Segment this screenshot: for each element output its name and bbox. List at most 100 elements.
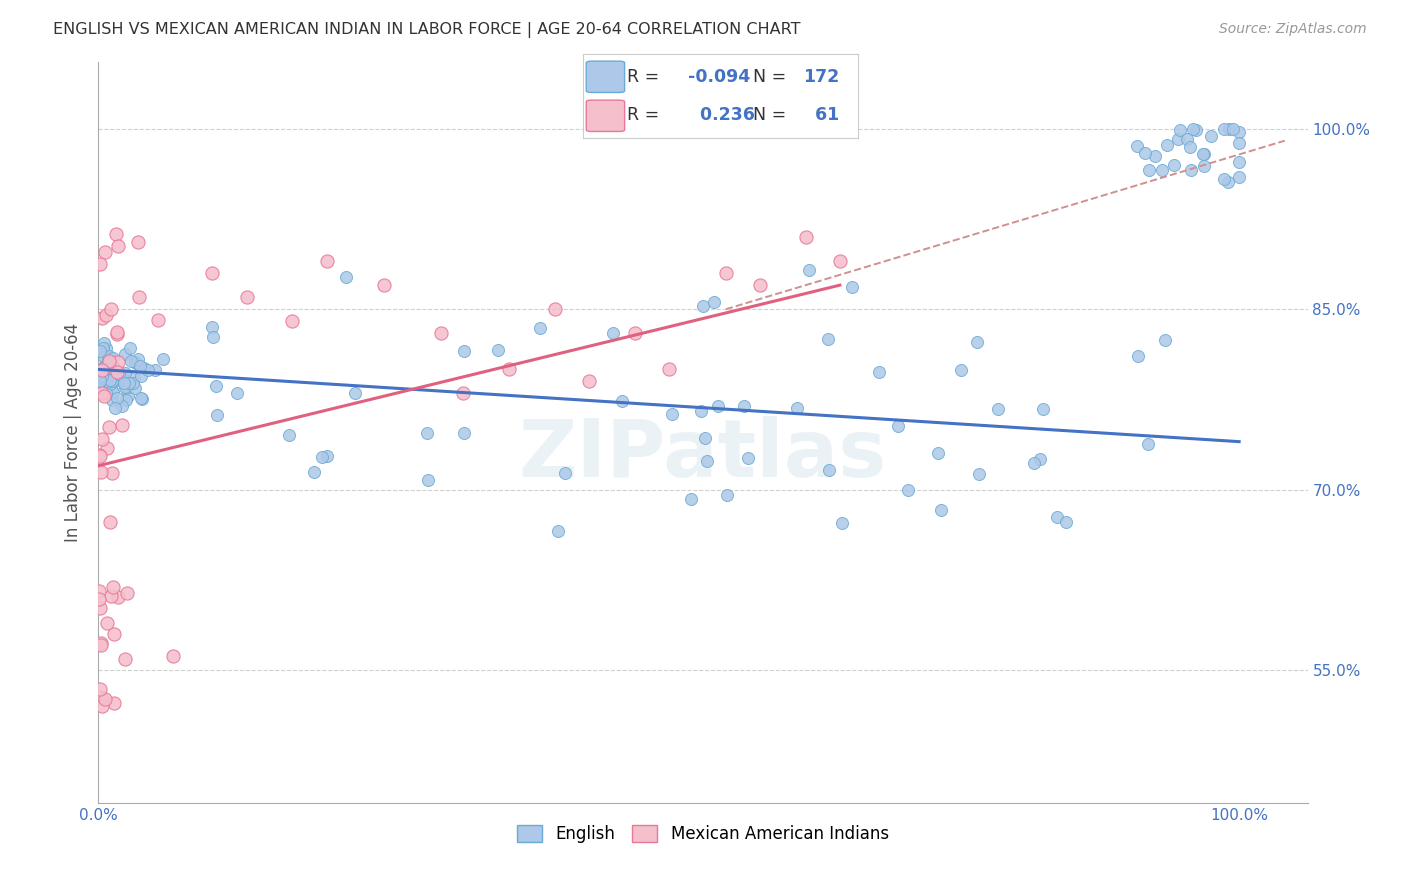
Y-axis label: In Labor Force | Age 20-64: In Labor Force | Age 20-64 [65, 323, 83, 542]
Point [90, 369, 112, 384]
Point [107, 355, 129, 369]
Point [91, 341, 114, 355]
Point [690, 404, 713, 418]
Point [967, 467, 990, 482]
Point [105, 326, 128, 340]
Point [623, 326, 645, 341]
Point [679, 491, 702, 506]
Point [373, 278, 395, 293]
Point [1168, 123, 1191, 137]
Point [122, 371, 145, 385]
Point [96, 372, 118, 386]
Point [131, 392, 153, 406]
Point [529, 320, 551, 334]
Point [103, 696, 125, 710]
Point [235, 290, 257, 304]
Point [114, 652, 136, 666]
Point [96, 356, 118, 370]
Point [1227, 136, 1250, 150]
Point [714, 266, 737, 280]
Point [104, 401, 127, 416]
Point [90, 378, 112, 392]
Point [105, 364, 128, 378]
Point [661, 407, 683, 421]
Point [794, 230, 817, 244]
Point [277, 428, 299, 442]
Point [107, 326, 129, 341]
Point [97, 420, 120, 434]
Point [146, 313, 169, 327]
Point [87, 591, 110, 606]
Point [1212, 121, 1234, 136]
Text: -0.094: -0.094 [688, 68, 749, 86]
Point [749, 278, 772, 293]
Point [91, 363, 114, 377]
Point [98, 373, 121, 387]
Point [987, 402, 1010, 417]
Point [100, 302, 122, 317]
Point [90, 638, 112, 652]
Point [716, 488, 738, 502]
Point [311, 450, 333, 465]
FancyBboxPatch shape [586, 62, 624, 93]
Point [897, 483, 920, 498]
Point [98, 377, 121, 392]
Point [100, 393, 122, 408]
Point [343, 386, 366, 401]
Point [1218, 121, 1240, 136]
Text: R =: R = [627, 106, 665, 124]
Point [1022, 456, 1045, 470]
Point [129, 369, 152, 384]
Point [98, 370, 121, 384]
Point [96, 441, 118, 455]
Point [1032, 402, 1054, 417]
Point [97, 360, 120, 375]
Point [1178, 140, 1201, 154]
Point [91, 368, 114, 382]
Point [91, 384, 114, 398]
Point [97, 364, 120, 378]
Point [544, 302, 567, 317]
Point [1029, 451, 1052, 466]
Point [281, 314, 304, 328]
Point [707, 399, 730, 413]
Point [841, 280, 863, 294]
Text: N =: N = [754, 106, 792, 124]
Point [554, 467, 576, 481]
Point [1136, 437, 1159, 451]
Point [453, 425, 475, 440]
Point [91, 361, 114, 376]
Point [1133, 145, 1156, 160]
Point [103, 360, 125, 375]
Point [733, 399, 755, 413]
Point [315, 449, 337, 463]
Point [831, 516, 853, 530]
Text: ENGLISH VS MEXICAN AMERICAN INDIAN IN LABOR FORCE | AGE 20-64 CORRELATION CHART: ENGLISH VS MEXICAN AMERICAN INDIAN IN LA… [53, 22, 801, 38]
Point [94, 341, 117, 355]
Point [797, 263, 820, 277]
Point [304, 465, 326, 479]
Point [658, 362, 681, 376]
Point [1137, 162, 1160, 177]
Point [692, 299, 714, 313]
Point [124, 381, 146, 395]
Point [103, 359, 125, 374]
Point [818, 463, 841, 477]
Point [1201, 129, 1223, 144]
Point [111, 368, 134, 383]
Point [90, 698, 112, 713]
Point [98, 372, 121, 386]
Point [204, 379, 226, 393]
Point [111, 399, 134, 413]
Point [1180, 163, 1202, 178]
Point [107, 238, 129, 252]
Point [98, 354, 121, 368]
Point [817, 332, 839, 346]
Point [90, 465, 112, 479]
Point [98, 355, 121, 369]
Point [112, 376, 135, 390]
Point [966, 334, 988, 349]
Point [887, 419, 910, 434]
Point [695, 431, 717, 445]
Point [101, 351, 124, 366]
